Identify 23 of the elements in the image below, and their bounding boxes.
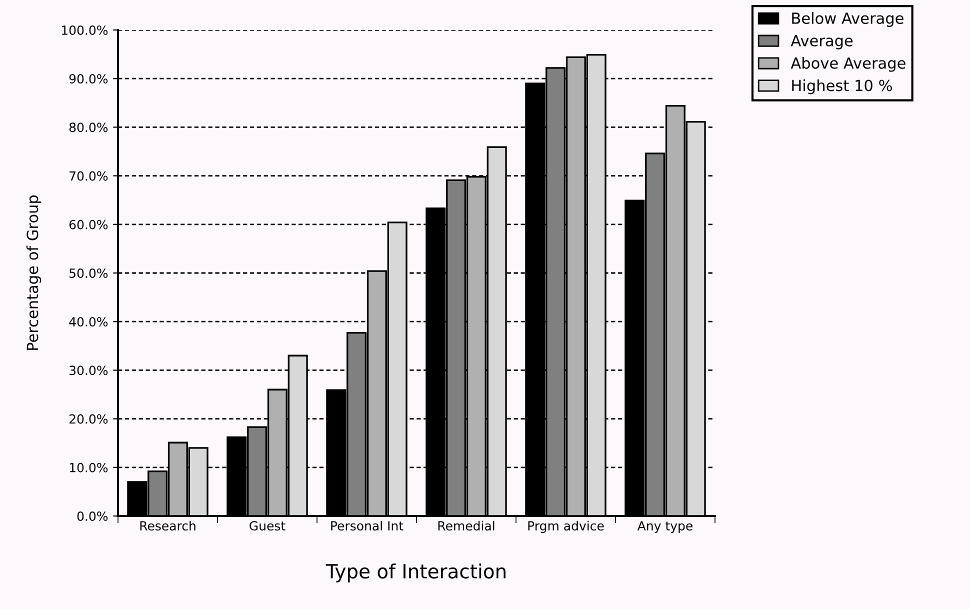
x-tick-label: Research (140, 520, 196, 531)
y-tick-label: 70.0% (70, 171, 108, 181)
y-tick-label: 50.0% (70, 268, 108, 278)
y-tick-label: 30.0% (70, 366, 108, 376)
x-axis-title: Type of Interaction (326, 564, 506, 582)
y-tick-label: 90.0% (69, 74, 108, 84)
y-axis-title: Percentage of Group (26, 195, 42, 350)
y-tick-label: 10.0% (70, 462, 108, 472)
x-tick-label: Remedial (438, 520, 494, 531)
legend-label: Highest 10 % (792, 79, 892, 94)
y-tick-label: 80.0% (69, 122, 108, 132)
legend-label: Above Average (790, 57, 906, 72)
x-tick-label: Any type (637, 521, 692, 533)
y-tick-label: 100.0% (62, 25, 108, 35)
y-tick-label: 60.0% (69, 220, 108, 230)
x-tick-label: Prgm advice (528, 520, 604, 533)
y-tick-label: 0.0% (77, 511, 108, 521)
y-tick-label: 20.0% (69, 414, 108, 424)
y-tick-label: 40.0% (69, 317, 108, 327)
legend-label: Below Average (792, 12, 904, 27)
x-tick-label: Guest (250, 521, 286, 531)
legend-label: Average (790, 35, 853, 50)
x-tick-label: Personal Int (331, 520, 404, 531)
